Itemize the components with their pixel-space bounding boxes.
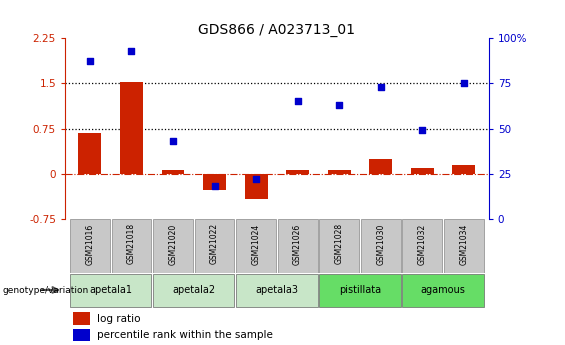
Bar — [361, 219, 401, 273]
Point — [334, 102, 344, 108]
Text: agamous: agamous — [420, 285, 466, 295]
Bar — [444, 219, 484, 273]
Text: pistillata: pistillata — [339, 285, 381, 295]
Point — [127, 48, 136, 53]
Bar — [153, 274, 234, 307]
Text: GSM21026: GSM21026 — [293, 223, 302, 265]
Bar — [203, 174, 226, 190]
Text: GSM21016: GSM21016 — [85, 223, 94, 265]
Text: genotype/variation: genotype/variation — [3, 286, 89, 295]
Text: apetala3: apetala3 — [255, 285, 298, 295]
Bar — [162, 169, 184, 174]
Title: GDS866 / A023713_01: GDS866 / A023713_01 — [198, 23, 355, 37]
Bar — [319, 219, 359, 273]
Text: GSM21022: GSM21022 — [210, 223, 219, 265]
Text: log ratio: log ratio — [97, 314, 140, 324]
Text: percentile rank within the sample: percentile rank within the sample — [97, 330, 273, 340]
Point — [418, 128, 427, 133]
Text: GSM21028: GSM21028 — [334, 223, 344, 265]
Bar — [73, 329, 90, 342]
Point — [376, 84, 385, 90]
Point — [459, 80, 468, 86]
Bar — [277, 219, 318, 273]
Bar — [328, 169, 351, 174]
Bar — [245, 174, 267, 199]
Bar — [79, 133, 101, 174]
Bar — [370, 159, 392, 174]
Bar — [236, 219, 276, 273]
Bar — [153, 219, 193, 273]
Bar — [70, 274, 151, 307]
Bar — [120, 82, 143, 174]
Bar — [111, 219, 151, 273]
Text: GSM21030: GSM21030 — [376, 223, 385, 265]
Bar — [236, 274, 318, 307]
Point — [85, 59, 94, 64]
Text: apetala2: apetala2 — [172, 285, 215, 295]
Point — [293, 99, 302, 104]
Text: GSM21034: GSM21034 — [459, 223, 468, 265]
Bar — [411, 168, 434, 174]
Bar — [73, 313, 90, 325]
Bar — [70, 219, 110, 273]
Point — [251, 176, 260, 182]
Text: GSM21020: GSM21020 — [168, 223, 177, 265]
Bar — [402, 219, 442, 273]
Bar — [319, 274, 401, 307]
Point — [210, 184, 219, 189]
Bar — [286, 170, 309, 174]
Bar — [194, 219, 234, 273]
Bar — [402, 274, 484, 307]
Point — [168, 138, 177, 144]
Bar — [453, 165, 475, 174]
Text: GSM21018: GSM21018 — [127, 223, 136, 265]
Text: GSM21032: GSM21032 — [418, 223, 427, 265]
Text: apetala1: apetala1 — [89, 285, 132, 295]
Text: GSM21024: GSM21024 — [251, 223, 260, 265]
